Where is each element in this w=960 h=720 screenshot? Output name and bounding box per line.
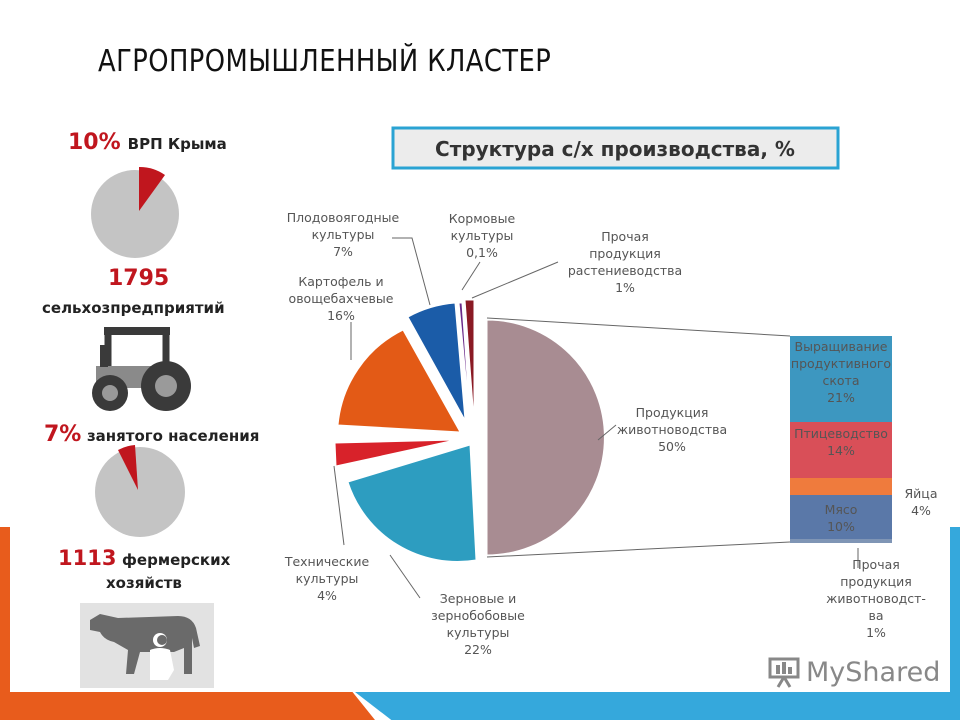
connector-top xyxy=(486,317,791,337)
label-yaic-line1: Яйца xyxy=(905,486,938,501)
slice-plodovye xyxy=(407,302,466,421)
slice-kartofel xyxy=(337,329,461,433)
label-korm-value: 0,1% xyxy=(466,245,498,260)
connector-bottom xyxy=(486,541,791,558)
segment-vyrashchivanie xyxy=(790,336,892,422)
chart-labels: Плодовоягодные культуры 7% Кормовые куль… xyxy=(284,210,938,657)
leader-lines xyxy=(333,237,859,599)
chart-title-box xyxy=(391,126,840,170)
stat-employment-text: занятого населения xyxy=(86,427,260,445)
label-kart-line2: овощебахчевые xyxy=(289,291,394,306)
label-proch-zhiv-line3: животноводст- xyxy=(826,591,926,606)
label-proch-zhiv-line1: Прочая xyxy=(852,557,900,572)
slice-tekhnicheskie xyxy=(334,439,456,467)
pie-7-red-slice xyxy=(118,445,138,490)
stat-employment: 7% занятого населения xyxy=(44,422,259,447)
label-proch-zhiv-line4: ва xyxy=(868,608,883,623)
label-myaso-line1: Мясо xyxy=(825,502,858,517)
label-proch-rast-value: 1% xyxy=(615,280,635,295)
label-proch-rast-line2: продукция xyxy=(589,246,661,261)
label-vyr-line2: продуктивного xyxy=(791,356,891,371)
stat-enterprises-value-wrap: 1795 xyxy=(108,266,169,291)
segment-pticevodstvo xyxy=(790,422,892,478)
slice-prochaya-rast xyxy=(464,299,475,421)
label-yaic-value: 4% xyxy=(911,503,931,518)
label-zern-line3: культуры xyxy=(447,625,510,640)
label-vyr-value: 21% xyxy=(827,390,855,405)
label-zern-value: 22% xyxy=(464,642,492,657)
leader-zern xyxy=(389,554,421,599)
watermark: MyShared xyxy=(768,656,940,688)
label-zhiv-line1: Продукция xyxy=(636,405,709,420)
left-accent-bar xyxy=(0,527,10,697)
label-ptic-line1: Птицеводство xyxy=(794,426,888,441)
slice-zernovye xyxy=(347,444,477,563)
label-korm-line2: культуры xyxy=(451,228,514,243)
leader-tech xyxy=(333,465,345,546)
pie-chart xyxy=(334,299,605,563)
label-tech-line2: культуры xyxy=(296,571,359,586)
segment-prochaya-zhiv xyxy=(790,539,892,543)
leader-korm xyxy=(461,261,481,291)
label-proch-zhiv-line2: продукция xyxy=(840,574,912,589)
label-kart-line1: Картофель и xyxy=(298,274,383,289)
label-vyr-line3: скота xyxy=(822,373,859,388)
stat-enterprises-value: 1795 xyxy=(108,266,170,291)
label-plod-value: 7% xyxy=(333,244,353,259)
label-kart-value: 16% xyxy=(327,308,355,323)
label-proch-rast-line3: растениеводства xyxy=(568,263,682,278)
slice-zhivotnovodstvo xyxy=(486,319,605,556)
bottom-accent-bar-orange xyxy=(0,692,375,720)
label-myaso-value: 10% xyxy=(827,519,855,534)
tractor-icon xyxy=(86,327,191,420)
stat-farms-text-line2: хозяйств xyxy=(106,574,182,592)
stat-enterprises-text: сельхозпредприятий xyxy=(42,299,225,317)
label-zern-line2: зернобобовые xyxy=(431,608,525,623)
label-vyr-line1: Выращивание xyxy=(795,339,888,354)
right-accent-bar xyxy=(950,527,960,697)
stat-farms-value: 1113 xyxy=(58,546,117,570)
slide-title: АГРОПРОМЫШЛЕННЫЙ КЛАСТЕР xyxy=(98,44,552,79)
label-korm-line1: Кормовые xyxy=(449,211,516,226)
stat-employment-value: 7% xyxy=(44,422,82,447)
label-proch-rast-line1: Прочая xyxy=(601,229,649,244)
stat-vrp: 10% ВРП Крыма xyxy=(68,130,227,155)
label-plod-line2: культуры xyxy=(312,227,375,242)
stat-enterprises-text-wrap: сельхозпредприятий xyxy=(42,298,225,317)
label-proch-zhiv-value: 1% xyxy=(866,625,886,640)
segment-myaso xyxy=(790,495,892,539)
stat-farms: 1113 фермерских xyxy=(58,546,230,570)
stat-vrp-text: ВРП Крыма xyxy=(127,135,227,153)
label-ptic-value: 14% xyxy=(827,443,855,458)
label-zhiv-value: 50% xyxy=(658,439,686,454)
presentation-icon xyxy=(768,657,800,688)
pie-7-icon xyxy=(95,445,185,537)
label-tech-value: 4% xyxy=(317,588,337,603)
stat-farms-text-line1: фермерских xyxy=(122,551,231,569)
watermark-text: MyShared xyxy=(806,656,941,688)
bottom-accent-bar-blue xyxy=(355,692,960,720)
leader-proch-rast xyxy=(471,261,559,299)
label-tech-line1: Технические xyxy=(284,554,370,569)
label-zhiv-line2: животноводства xyxy=(617,422,727,437)
stat-farms-text-line2-wrap: хозяйств xyxy=(106,573,182,592)
chart-title: Структура с/х производства, % xyxy=(435,137,795,161)
label-plod-line1: Плодовоягодные xyxy=(287,210,400,225)
stat-vrp-value: 10% xyxy=(68,130,121,155)
pie-10-icon xyxy=(91,166,179,258)
leader-zhiv xyxy=(597,424,617,441)
segment-yaica xyxy=(790,478,892,495)
leader-plod xyxy=(392,237,431,306)
cow-milking-icon xyxy=(80,603,214,688)
slice-kormovye xyxy=(458,302,471,421)
pie-10-red-slice xyxy=(139,166,165,211)
breakdown-bar xyxy=(790,336,892,543)
label-zern-line1: Зерновые и xyxy=(440,591,516,606)
